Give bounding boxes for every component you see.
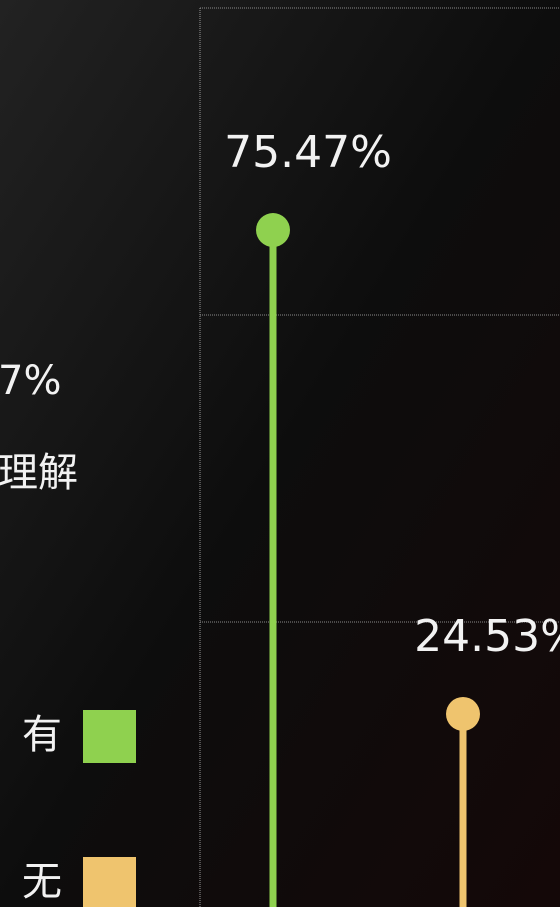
lollipop-head [446, 696, 480, 731]
lollipop-head [256, 213, 290, 248]
data-label: 24.53% [414, 611, 560, 662]
legend-swatch [83, 710, 136, 763]
data-label: 75.47% [224, 127, 392, 178]
annotation: 7% [0, 358, 61, 404]
legend-swatch [83, 857, 136, 907]
annotation: 理解 [0, 450, 78, 496]
legend-label: 有 [22, 712, 62, 758]
legend-label: 无 [22, 859, 62, 905]
